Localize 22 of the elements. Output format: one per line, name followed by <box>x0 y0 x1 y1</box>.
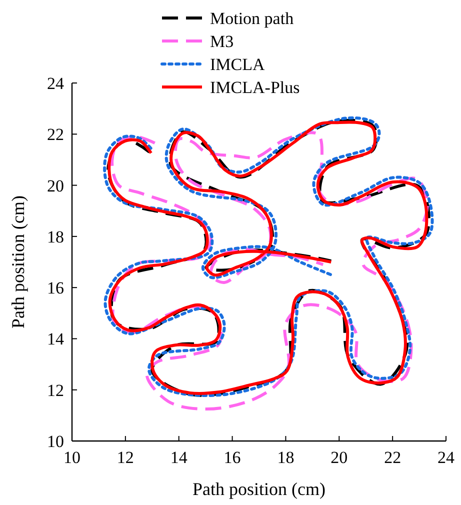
x-tick-label: 20 <box>330 448 348 467</box>
y-tick-label: 12 <box>47 380 64 400</box>
y-tick-label: 20 <box>47 176 64 196</box>
y-tick-label: 18 <box>47 227 64 246</box>
x-tick-label: 24 <box>438 448 455 467</box>
x-tick-label: 18 <box>277 448 294 467</box>
y-axis-title: Path position (cm) <box>8 196 28 328</box>
x-tick-label: 16 <box>224 448 241 467</box>
y-tick-label: 14 <box>47 330 64 349</box>
legend-label: Motion path <box>210 9 294 28</box>
x-tick-label: 14 <box>170 448 188 467</box>
y-tick-label: 10 <box>47 432 64 451</box>
legend-label: IMCLA <box>210 55 266 74</box>
y-tick-label: 24 <box>47 74 64 93</box>
y-tick-label: 16 <box>47 278 64 298</box>
x-tick-label: 10 <box>64 448 80 467</box>
legend-label: IMCLA-Plus <box>210 78 300 97</box>
x-axis-title: Path position (cm) <box>192 479 326 499</box>
legend-label: M3 <box>210 32 234 51</box>
y-tick-label: 22 <box>47 125 64 144</box>
x-tick-label: 22 <box>384 448 402 467</box>
x-tick-label: 12 <box>116 448 134 467</box>
